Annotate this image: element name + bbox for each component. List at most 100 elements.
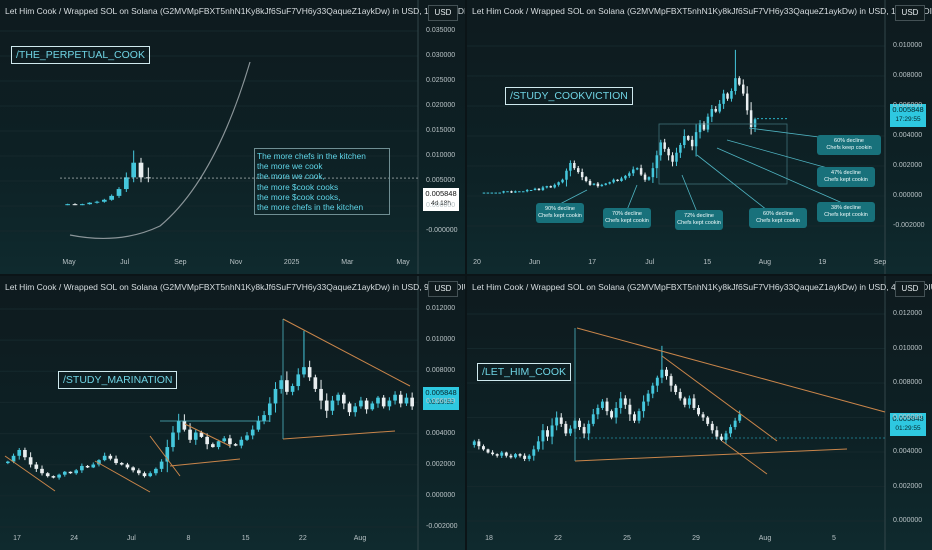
annotation-pointer	[696, 154, 768, 211]
candle-body	[500, 452, 504, 456]
chart-plot-weekly[interactable]	[0, 0, 465, 274]
y-tick-label: -0.002000	[426, 523, 458, 530]
chart-panel-4h[interactable]: Let Him Cook / Wrapped SOL on Solana (G2…	[467, 276, 932, 550]
candle-body	[600, 184, 604, 187]
chart-panel-weekly[interactable]: Let Him Cook / Wrapped SOL on Solana (G2…	[0, 0, 465, 274]
quote-line: the more $cook cooks	[257, 181, 339, 192]
currency-button[interactable]: USD	[895, 281, 925, 297]
candle-body	[678, 392, 682, 399]
note-text: 60% decline	[834, 138, 864, 144]
candle-body	[738, 414, 742, 421]
x-tick-label: 22	[298, 535, 307, 542]
annotation-pointer	[557, 189, 588, 206]
candle-body	[733, 420, 737, 428]
candle-body	[518, 454, 522, 456]
x-tick-label: 15	[703, 259, 712, 266]
candle-body	[553, 184, 556, 188]
candle-body	[23, 449, 27, 458]
candle-body	[296, 374, 301, 387]
candle-body	[698, 123, 702, 133]
candle-body	[79, 204, 85, 206]
price-label: 0.005848 4d 18h	[423, 188, 459, 211]
candle-body	[324, 400, 329, 411]
y-tick-label: 0.035000	[426, 27, 456, 34]
price-label: 0.005848 01:29:55	[890, 413, 926, 436]
y-tick-label: 0.008000	[426, 367, 456, 375]
y-tick-label: 0.002000	[893, 482, 923, 490]
candle-body	[171, 432, 175, 448]
y-tick-label: 0.010000	[426, 336, 456, 344]
candle-body	[674, 385, 678, 393]
candle-body	[628, 404, 632, 415]
candle-body	[687, 398, 691, 405]
candle-body	[381, 397, 386, 407]
candle-body	[749, 110, 753, 127]
x-tick-label: 24	[70, 535, 79, 542]
candle-body	[514, 191, 517, 193]
currency-button[interactable]: USD	[428, 5, 458, 21]
candle-body	[690, 139, 694, 147]
chart-title: Let Him Cook / Wrapped SOL on Solana (G2…	[5, 6, 465, 16]
candle-body	[159, 461, 164, 469]
price-label: 0.005848 02:29:55	[423, 387, 459, 410]
y-tick-label: 0.020000	[426, 102, 456, 109]
candle-body	[481, 446, 485, 450]
chart-plot-daily[interactable]	[467, 0, 932, 274]
chart-panel-daily[interactable]: Let Him Cook / Wrapped SOL on Solana (G2…	[467, 0, 932, 274]
candle-body	[730, 91, 733, 99]
candle-body	[364, 400, 369, 410]
y-tick-label: 0.005000	[426, 177, 456, 184]
y-tick-label: 0.004000	[426, 429, 456, 437]
candle-body	[506, 191, 509, 193]
candle-body	[635, 168, 639, 170]
currency-button[interactable]: USD	[895, 5, 925, 21]
quote-box: The more chefs in the kitchen the more w…	[254, 148, 390, 216]
note-text: 60% decline	[763, 211, 793, 217]
note-text: 70% decline	[612, 211, 642, 217]
candle-body	[211, 444, 215, 448]
y-tick-label: 0.025000	[426, 77, 456, 84]
candle-body	[549, 186, 553, 188]
candle-body	[561, 179, 564, 183]
candle-body	[624, 175, 627, 179]
y-tick-label: 0.004000	[893, 448, 923, 455]
candle-body	[17, 449, 22, 456]
candle-body	[631, 169, 635, 174]
candle-body	[491, 452, 495, 455]
candle-body	[142, 473, 147, 477]
candle-body	[494, 192, 498, 194]
candle-body	[620, 178, 623, 181]
note-text: 47% decline	[831, 170, 861, 176]
candle-body	[533, 188, 537, 190]
candle-body	[193, 432, 198, 440]
trend-line	[149, 435, 181, 477]
candle-body	[741, 84, 745, 94]
candle-body	[28, 457, 33, 465]
chart-plot-9h[interactable]	[0, 276, 465, 550]
candle-body	[114, 458, 118, 464]
candle-body	[398, 394, 403, 404]
candle-body	[119, 463, 124, 465]
candle-body	[74, 470, 79, 474]
currency-button[interactable]: USD	[428, 281, 458, 297]
candle-body	[694, 132, 698, 147]
candle-body	[532, 449, 536, 456]
chart-plot-4h[interactable]	[467, 276, 932, 550]
quote-line: the more chefs in the kitchen	[257, 202, 364, 213]
candle-body	[518, 191, 521, 193]
trend-line	[282, 318, 411, 387]
candle-body	[514, 454, 517, 458]
trend-line	[661, 355, 778, 442]
annotation-note: 38% decline Chefs kept cookin	[817, 202, 875, 222]
x-tick-label: 8	[186, 535, 191, 542]
y-tick-label: 0.000000	[426, 202, 456, 209]
candle-body	[97, 460, 101, 465]
candle-body	[610, 411, 614, 418]
candle-body	[359, 400, 363, 407]
candle-body	[136, 470, 141, 474]
chart-panel-9h[interactable]: Let Him Cook / Wrapped SOL on Solana (G2…	[0, 276, 465, 550]
candle-body	[250, 429, 255, 436]
x-tick-label: 22	[554, 535, 562, 542]
y-tick-label: 0.008000	[893, 72, 923, 79]
candle-body	[697, 407, 700, 415]
